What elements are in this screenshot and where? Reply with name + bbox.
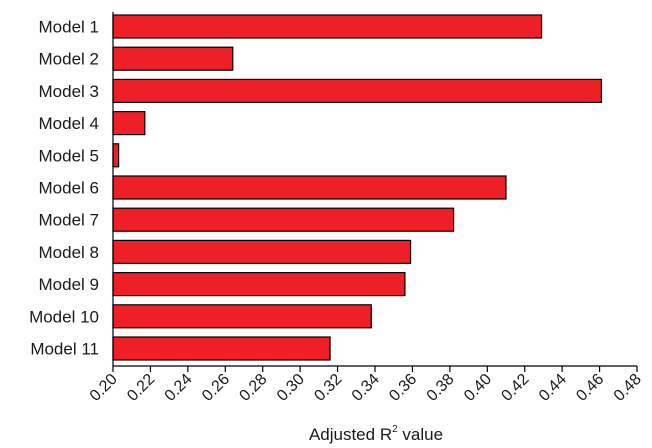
x-tick-label: 0.44: [536, 371, 570, 405]
x-tick-labels: 0.20 0.22 0.24 0.26 0.28 0.30 0.32 0.34 0.36 0.38…: [87, 371, 645, 405]
bar-model-10: [112, 304, 372, 329]
bar-model-1: [112, 14, 543, 39]
category-label: Model 10: [29, 307, 99, 326]
x-tick-label: 0.28: [237, 371, 271, 405]
bar-model-3: [112, 78, 603, 104]
category-label: Model 9: [39, 275, 99, 294]
x-tick-label: 0.34: [349, 371, 383, 405]
category-label: Model 11: [30, 340, 99, 359]
bar-model-7: [112, 207, 455, 232]
x-tick-label: 0.26: [199, 371, 233, 405]
category-label: Model 7: [39, 211, 99, 230]
x-tick-label: 0.22: [124, 371, 158, 405]
category-label: Model 5: [39, 146, 99, 165]
category-label: Model 6: [39, 179, 99, 198]
bar-model-9: [112, 272, 406, 297]
x-tick-label: 0.48: [611, 371, 645, 405]
x-tick-label: 0.38: [424, 371, 458, 405]
category-labels: Model 1 Model 2 Model 3 Model 4 Model 5 Model…: [29, 18, 99, 359]
category-label: Model 8: [39, 243, 99, 262]
bar-model-5: [112, 143, 120, 168]
category-label: Model 3: [39, 82, 99, 101]
x-tick-label: 0.36: [386, 371, 420, 405]
x-tick-label: 0.20: [87, 371, 121, 405]
bar-model-11: [112, 336, 331, 361]
bar-model-8: [112, 239, 412, 264]
category-label: Model 2: [39, 50, 99, 69]
bar-model-6: [112, 175, 507, 200]
x-tick-label: 0.46: [573, 371, 607, 405]
bar-model-2: [112, 46, 234, 71]
x-tick-label: 0.42: [499, 371, 533, 405]
bars-group: [112, 14, 603, 361]
category-label: Model 4: [39, 114, 99, 133]
x-tick-label: 0.40: [461, 371, 495, 405]
bar-model-4: [112, 110, 146, 136]
x-tick-label: 0.30: [274, 371, 308, 405]
x-tick-label: 0.32: [311, 371, 345, 405]
x-ticks: [112, 366, 638, 372]
x-axis-title: Adjusted R2 value: [309, 424, 443, 444]
x-tick-label: 0.24: [162, 371, 196, 405]
category-label: Model 1: [39, 18, 99, 37]
